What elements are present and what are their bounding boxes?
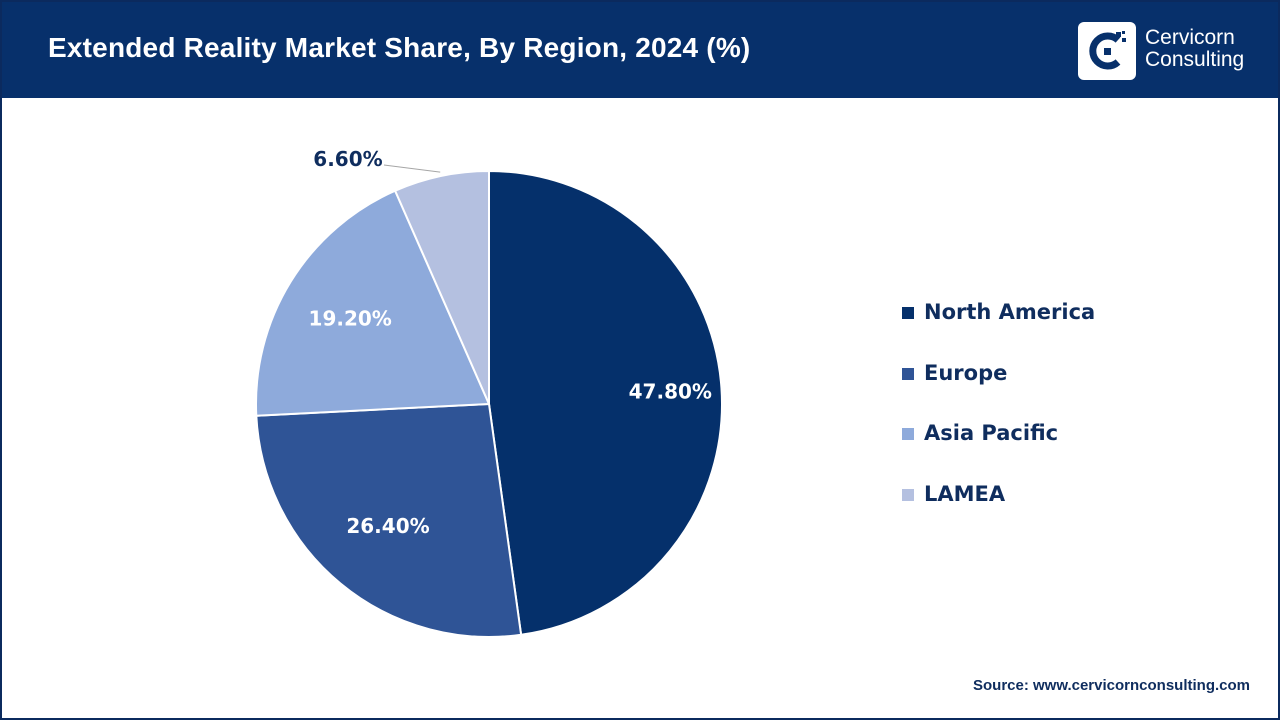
- company-logo: Cervicorn Consulting: [1078, 22, 1258, 80]
- pie-slice-asia-pacific: [255, 189, 490, 417]
- legend-swatch-europe: [902, 367, 914, 380]
- legend-label-asia-pacific: Asia Pacific: [924, 421, 1059, 445]
- data-label-asia-pacific: 19.20%: [309, 306, 392, 330]
- legend-swatch-asia-pacific: [902, 428, 914, 440]
- logo-text-line2: Consulting: [1145, 48, 1245, 71]
- logo-text: Cervicorn Consulting: [1145, 27, 1244, 71]
- pie-slices: [255, 170, 723, 638]
- chart-title: Extended Reality Market Share, By Region…: [48, 32, 751, 63]
- pie-slice-europe: [255, 403, 523, 638]
- logo-c-icon: [1089, 31, 1126, 70]
- pie-labels: 47.80% 26.40% 19.20% 6.60%: [309, 147, 712, 538]
- source-note: Source: www.cervicornconsulting.com: [972, 677, 1250, 694]
- legend-swatch-north-america: [902, 307, 914, 319]
- header-bar: Extended Reality Market Share, By Region…: [2, 2, 1278, 98]
- legend-swatch-lamea: [902, 488, 914, 501]
- leader-line-lamea: [383, 164, 441, 173]
- data-label-north-america: 47.80%: [629, 379, 712, 403]
- logo-mark-icon: [1078, 22, 1136, 80]
- legend-label-north-america: North America: [924, 300, 1096, 324]
- pie-slice-lamea: [394, 170, 490, 405]
- pie-slice-north-america: [488, 170, 723, 636]
- legend-label-lamea: LAMEA: [924, 481, 1006, 506]
- logo-text-line1: Cervicorn: [1145, 26, 1235, 49]
- legend-label-europe: Europe: [924, 360, 1008, 385]
- data-label-lamea: 6.60%: [313, 147, 382, 171]
- data-label-europe: 26.40%: [346, 514, 429, 538]
